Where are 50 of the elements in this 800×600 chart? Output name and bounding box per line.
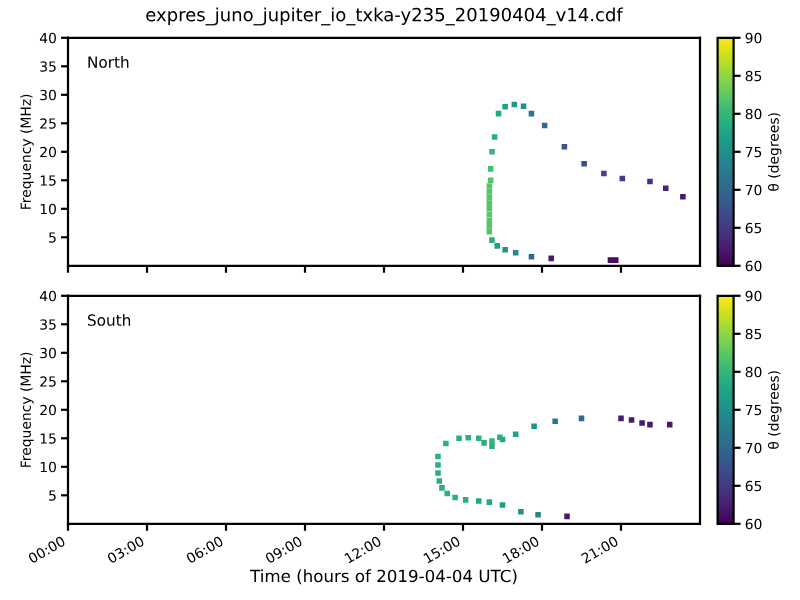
point [489,438,495,444]
point [462,497,469,503]
point [444,490,450,497]
point [487,166,494,172]
point [647,421,653,428]
point [520,103,527,109]
point [680,194,686,200]
point [486,206,493,212]
point [435,470,441,476]
point [435,453,441,460]
point [502,103,508,110]
point [564,513,570,520]
point [499,502,506,508]
point [486,217,493,223]
point [612,257,619,263]
point [581,160,587,167]
point [486,200,493,206]
point [465,434,472,441]
point [494,243,501,249]
point [486,223,493,229]
point [476,498,482,504]
point [486,499,493,505]
point [662,185,669,192]
x-axis-title: Time (hours of 2019-04-04 UTC) [250,569,517,585]
point [452,494,458,501]
point [486,183,493,189]
point [502,247,508,253]
point [489,237,495,243]
point [489,443,495,450]
point [647,178,653,185]
point [531,423,537,430]
point [476,435,482,442]
point [618,415,624,422]
point [552,418,558,424]
point [607,257,614,263]
point [535,511,541,518]
point [489,149,495,155]
point [435,462,441,468]
point [443,440,449,447]
point [436,478,443,484]
point [439,485,445,491]
point [518,509,524,515]
chart-title: expres_juno_jupiter_io_txka-y235_20190404_v14.cdf [146,7,624,26]
point [481,440,487,446]
point [548,255,554,262]
point [491,134,498,140]
point [456,435,462,442]
point [639,420,645,426]
point [628,417,635,423]
point [601,170,607,177]
